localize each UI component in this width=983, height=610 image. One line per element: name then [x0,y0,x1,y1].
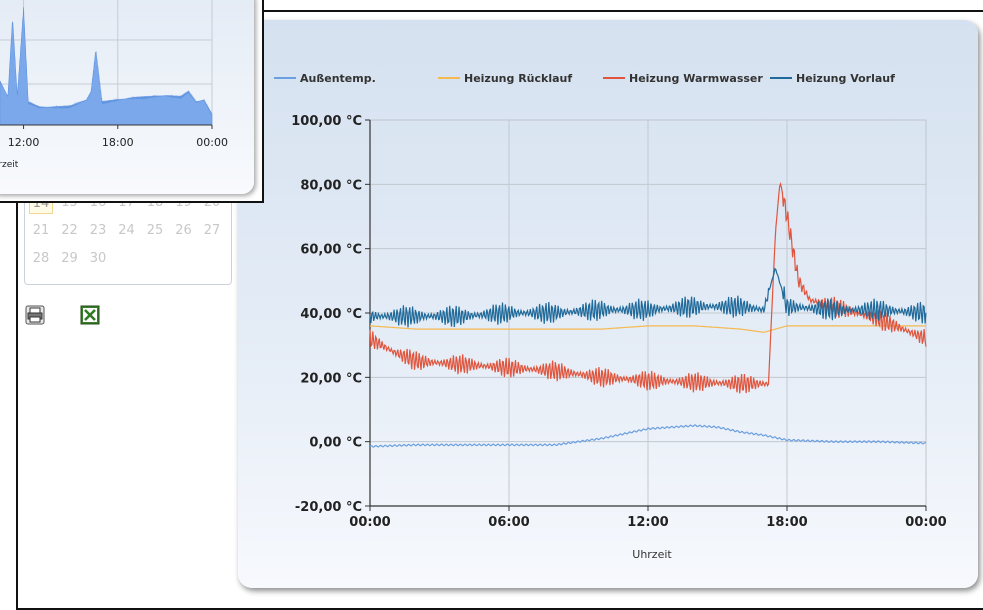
thumbnail-window: 12:00 18:00 00:00 Uhrzeit [0,0,264,203]
calendar-day[interactable]: 26 [175,223,192,238]
main-chart-panel: Außentemp. Heizung Rücklauf Heizung Warmwa… [238,20,978,588]
y-tick-label: 60,00 °C [300,243,362,258]
calendar-day[interactable]: 30 [89,251,107,266]
legend-entry[interactable]: Heizung Vorlauf [796,72,895,85]
thumb-x-tick-label: 00:00 [196,136,228,149]
chart-series [369,181,927,448]
thumb-area [0,7,213,126]
calendar-day[interactable]: 25 [146,223,164,238]
x-axis-title: Uhrzeit [632,548,672,561]
legend-entry[interactable]: Heizung Warmwasser [629,72,763,85]
x-tick-label: 06:00 [488,515,529,530]
thumb-x-tick-label: 18:00 [102,136,134,149]
calendar-day[interactable]: 27 [203,223,221,238]
legend-entry[interactable]: Außentemp. [300,72,376,85]
y-tick-label: 80,00 °C [300,178,362,193]
thumbnail-chart: 12:00 18:00 00:00 Uhrzeit [0,0,228,170]
x-tick-label: 00:00 [349,515,390,530]
y-tick-label: -20,00 °C [295,500,362,515]
series-line [369,424,927,448]
main-chart: Außentemp. Heizung Rücklauf Heizung Warmwa… [274,72,947,561]
series-line [370,325,926,333]
y-tick-label: 20,00 °C [300,371,362,386]
chart-axes [365,119,927,511]
thumb-x-tick-label: 12:00 [8,136,40,149]
x-tick-label: 18:00 [766,515,807,530]
y-tick-label: 100,00 °C [291,114,362,129]
series-line [369,267,927,328]
legend-entry[interactable]: Heizung Rücklauf [464,72,572,85]
y-tick-label: 40,00 °C [300,307,362,322]
calendar-day[interactable]: 21 [32,223,50,238]
y-tick-label: 0,00 °C [309,436,362,451]
calendar-day[interactable]: 22 [61,223,78,238]
thumb-x-axis-title: Uhrzeit [0,160,19,170]
chart-legend[interactable]: Außentemp. Heizung Rücklauf Heizung Warmwa… [274,72,895,85]
thumbnail-series [0,7,213,126]
date-calendar: 1415161718192021222324252627282930 [24,188,232,285]
x-tick-label: 12:00 [627,515,668,530]
thumbnail-labels: 12:00 18:00 00:00 Uhrzeit [0,125,228,170]
x-tick-label: 00:00 [905,515,946,530]
calendar-day[interactable]: 29 [61,251,78,266]
excel-icon[interactable] [80,305,100,325]
chart-tick-labels: 100,00 °C 80,00 °C 60,00 °C 40,00 °C 20,00 °… [291,114,946,561]
calendar-day[interactable]: 24 [118,223,135,238]
printer-icon[interactable] [25,305,45,325]
calendar-day[interactable]: 28 [32,251,50,266]
calendar-day[interactable]: 23 [89,223,107,238]
